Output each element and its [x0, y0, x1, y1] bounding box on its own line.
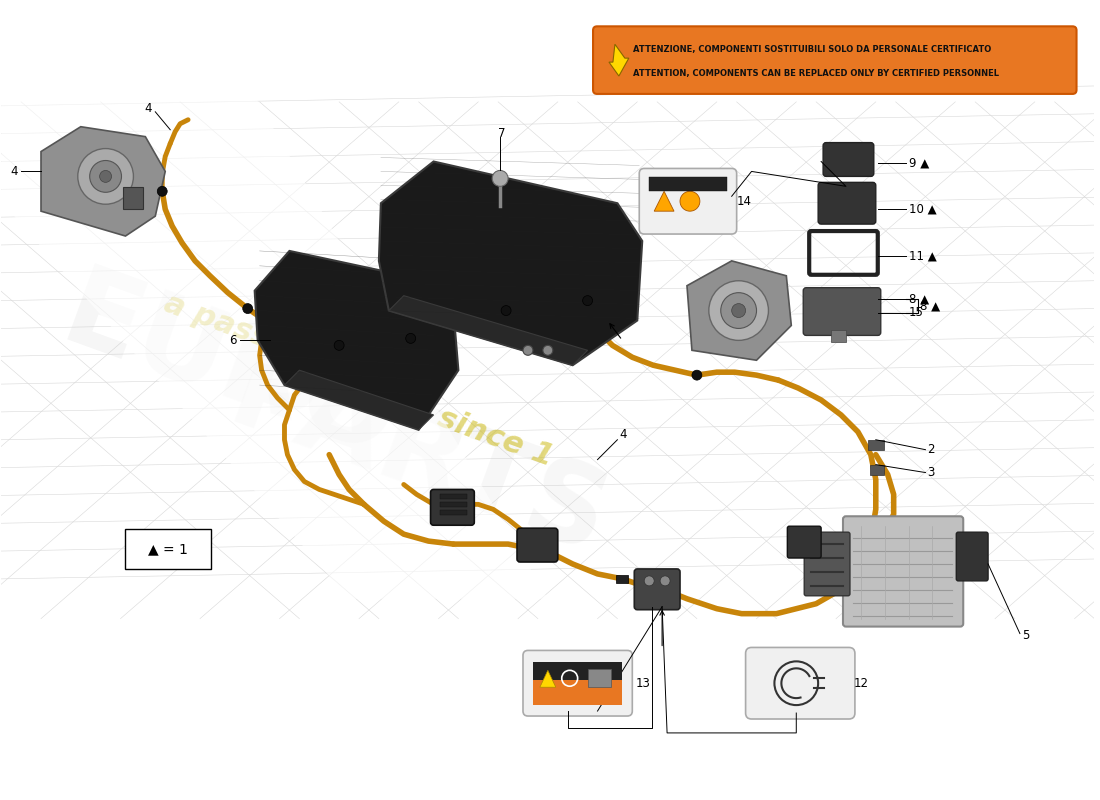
- Text: 4: 4: [145, 102, 152, 115]
- Circle shape: [492, 170, 508, 186]
- Polygon shape: [540, 670, 556, 687]
- Circle shape: [692, 370, 702, 380]
- Circle shape: [543, 346, 553, 355]
- Circle shape: [243, 304, 253, 314]
- Polygon shape: [388, 296, 587, 366]
- Bar: [440, 494, 467, 499]
- FancyBboxPatch shape: [125, 529, 211, 569]
- Text: 3: 3: [927, 466, 935, 479]
- Circle shape: [522, 346, 532, 355]
- FancyBboxPatch shape: [639, 169, 737, 234]
- Text: 13: 13: [636, 677, 650, 690]
- Text: 4: 4: [619, 428, 627, 442]
- Circle shape: [680, 191, 700, 211]
- Circle shape: [720, 293, 757, 329]
- Circle shape: [90, 161, 121, 192]
- Polygon shape: [255, 251, 459, 430]
- FancyBboxPatch shape: [593, 26, 1077, 94]
- Circle shape: [708, 281, 769, 340]
- Polygon shape: [1, 2, 548, 598]
- Text: 10 ▲: 10 ▲: [909, 202, 936, 216]
- FancyBboxPatch shape: [517, 528, 558, 562]
- Circle shape: [732, 304, 746, 318]
- Text: ▲ = 1: ▲ = 1: [148, 542, 188, 556]
- Polygon shape: [378, 162, 642, 366]
- Bar: [616, 575, 628, 583]
- Bar: [532, 662, 623, 680]
- Text: 14: 14: [737, 194, 751, 208]
- Text: 6: 6: [229, 334, 236, 347]
- Polygon shape: [41, 126, 165, 236]
- FancyBboxPatch shape: [522, 650, 632, 716]
- Text: 4: 4: [11, 165, 18, 178]
- Circle shape: [78, 149, 133, 204]
- Bar: [442, 503, 454, 511]
- Text: 8 ▲: 8 ▲: [909, 292, 928, 305]
- Circle shape: [660, 576, 670, 586]
- Circle shape: [157, 186, 167, 196]
- Circle shape: [502, 306, 512, 315]
- Text: 11 ▲: 11 ▲: [909, 250, 936, 262]
- Text: EURO: EURO: [48, 261, 411, 480]
- Circle shape: [583, 296, 593, 306]
- FancyBboxPatch shape: [635, 569, 680, 610]
- Circle shape: [100, 170, 111, 182]
- FancyBboxPatch shape: [823, 142, 873, 176]
- FancyBboxPatch shape: [956, 532, 988, 581]
- FancyBboxPatch shape: [804, 532, 850, 596]
- Text: a passion for: a passion for: [160, 289, 380, 392]
- Text: 5: 5: [1022, 629, 1030, 642]
- Bar: [868, 440, 883, 450]
- Bar: [440, 502, 467, 507]
- FancyBboxPatch shape: [818, 182, 876, 224]
- Bar: [532, 680, 623, 705]
- FancyBboxPatch shape: [788, 526, 821, 558]
- Circle shape: [406, 334, 416, 343]
- FancyBboxPatch shape: [430, 490, 474, 526]
- Polygon shape: [688, 261, 791, 360]
- Text: ATTENZIONE, COMPONENTI SOSTITUIBILI SOLO DA PERSONALE CERTIFICATO: ATTENZIONE, COMPONENTI SOSTITUIBILI SOLO…: [632, 46, 991, 54]
- Text: 7: 7: [498, 126, 506, 140]
- Bar: [123, 187, 143, 209]
- Bar: [527, 545, 539, 553]
- FancyBboxPatch shape: [803, 288, 881, 335]
- Text: PARTS: PARTS: [216, 342, 621, 577]
- Bar: [832, 330, 846, 342]
- Polygon shape: [609, 44, 629, 76]
- Text: 9 ▲: 9 ▲: [909, 157, 928, 170]
- Text: 15: 15: [909, 306, 924, 319]
- Polygon shape: [654, 191, 674, 211]
- Circle shape: [334, 340, 344, 350]
- Text: parts since 1: parts since 1: [339, 368, 558, 471]
- Bar: [649, 178, 727, 191]
- Bar: [440, 510, 467, 515]
- FancyBboxPatch shape: [843, 516, 964, 626]
- Text: 12: 12: [854, 677, 869, 690]
- Bar: [870, 465, 883, 474]
- Circle shape: [645, 576, 654, 586]
- Text: ATTENTION, COMPONENTS CAN BE REPLACED ONLY BY CERTIFIED PERSONNEL: ATTENTION, COMPONENTS CAN BE REPLACED ON…: [632, 69, 999, 78]
- Polygon shape: [285, 370, 433, 430]
- Bar: [587, 670, 612, 687]
- Text: 2: 2: [927, 443, 935, 456]
- FancyBboxPatch shape: [746, 647, 855, 719]
- Text: 8 ▲: 8 ▲: [920, 299, 939, 312]
